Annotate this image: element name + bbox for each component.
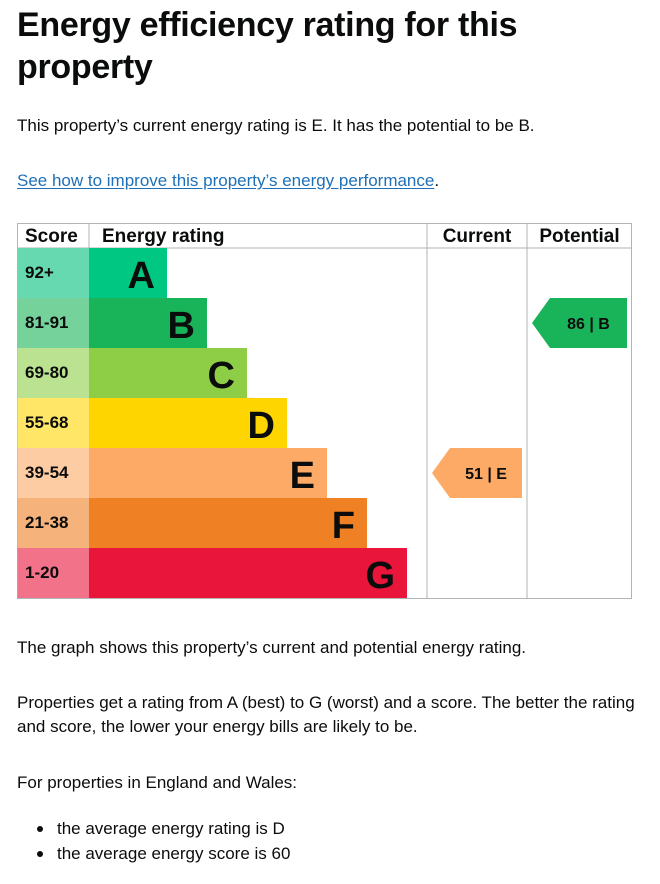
rating-letter-e: E bbox=[290, 455, 315, 497]
rating-letter-b: B bbox=[168, 305, 195, 347]
score-range-c: 69-80 bbox=[25, 363, 68, 382]
page-title: Energy efficiency rating for this proper… bbox=[17, 6, 518, 86]
rating-letter-c: C bbox=[208, 355, 235, 397]
score-cell-f bbox=[17, 498, 89, 548]
rating-explanation: Properties get a rating from A (best) to… bbox=[17, 693, 635, 736]
score-range-g: 1-20 bbox=[25, 563, 59, 582]
energy-rating-header: Energy rating bbox=[102, 226, 224, 247]
score-range-e: 39-54 bbox=[25, 463, 69, 482]
average-score-item: the average energy score is 60 bbox=[17, 841, 290, 866]
score-cell-d bbox=[17, 398, 89, 448]
potential-rating-arrow bbox=[532, 298, 627, 348]
score-cell-b bbox=[17, 298, 89, 348]
rating-bar-g bbox=[89, 548, 407, 598]
energy-rating-chart: Score Energy rating Current Potential 92+ A 81… bbox=[17, 223, 632, 599]
current-header: Current bbox=[443, 226, 512, 247]
potential-rating-label: 86 | B bbox=[567, 316, 610, 333]
rating-bar-e bbox=[89, 448, 327, 498]
score-range-d: 55-68 bbox=[25, 413, 68, 432]
score-header: Score bbox=[25, 226, 78, 247]
current-rating-label: 51 | E bbox=[465, 466, 507, 483]
score-range-f: 21-38 bbox=[25, 513, 68, 532]
potential-header: Potential bbox=[539, 226, 619, 247]
rating-letter-f: F bbox=[332, 505, 355, 547]
graph-description: The graph shows this property’s current … bbox=[17, 638, 527, 657]
average-list: the average energy rating is D the avera… bbox=[17, 816, 290, 866]
rating-letter-a: A bbox=[128, 255, 155, 297]
rating-bar-b bbox=[89, 298, 207, 348]
score-cell-g bbox=[17, 548, 89, 598]
rating-bar-d bbox=[89, 398, 287, 448]
score-range-a: 92+ bbox=[25, 263, 54, 282]
rating-bar-f bbox=[89, 498, 367, 548]
rating-letter-d: D bbox=[248, 405, 275, 447]
current-rating-arrow bbox=[432, 448, 522, 498]
score-cell-e bbox=[17, 448, 89, 498]
current-rating-summary: This property’s current energy rating is… bbox=[17, 116, 535, 135]
rating-letter-g: G bbox=[365, 555, 395, 597]
score-cell-a bbox=[17, 248, 89, 298]
score-range-b: 81-91 bbox=[25, 313, 68, 332]
rating-bar-a bbox=[89, 248, 167, 298]
link-suffix: . bbox=[434, 171, 440, 190]
england-wales-intro: For properties in England and Wales: bbox=[17, 773, 298, 792]
improve-performance-link[interactable]: See how to improve this property’s energ… bbox=[17, 171, 435, 190]
average-rating-item: the average energy rating is D bbox=[17, 816, 290, 841]
score-cell-c bbox=[17, 348, 89, 398]
improve-link-paragraph: See how to improve this property’s energ… bbox=[17, 169, 637, 193]
rating-bar-c bbox=[89, 348, 247, 398]
